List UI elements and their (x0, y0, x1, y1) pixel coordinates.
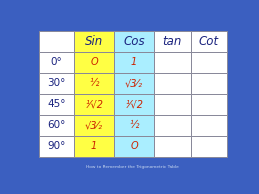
Bar (191, 94, 227, 115)
Text: Cos: Cos (123, 35, 145, 48)
Bar (114, 52, 154, 73)
Text: 30°: 30° (47, 78, 66, 88)
Text: 90°: 90° (47, 141, 66, 152)
Text: ¹⁄√2: ¹⁄√2 (85, 99, 103, 109)
Bar (74, 31, 114, 52)
Text: 1: 1 (91, 141, 97, 152)
Bar (191, 73, 227, 94)
Bar (114, 115, 154, 136)
Text: ½: ½ (130, 120, 139, 130)
Bar (191, 52, 227, 73)
Text: Sin: Sin (85, 35, 103, 48)
Bar (154, 94, 191, 115)
Bar (39, 73, 74, 94)
Bar (39, 52, 74, 73)
Text: How to Remember the Trigonometric Table: How to Remember the Trigonometric Table (86, 165, 179, 169)
Bar (74, 73, 114, 94)
Text: Cot: Cot (199, 35, 219, 48)
Bar (39, 94, 74, 115)
Bar (191, 115, 227, 136)
Bar (191, 136, 227, 157)
Bar (154, 31, 191, 52)
Text: 0°: 0° (51, 57, 62, 67)
Bar (39, 31, 74, 52)
Bar (39, 115, 74, 136)
Text: √3⁄₂: √3⁄₂ (125, 78, 143, 88)
Text: O: O (90, 57, 98, 67)
Bar (154, 115, 191, 136)
Bar (114, 31, 154, 52)
Bar (154, 73, 191, 94)
Text: O: O (130, 141, 138, 152)
Text: tan: tan (163, 35, 182, 48)
Bar (154, 52, 191, 73)
Text: √3⁄₂: √3⁄₂ (85, 120, 103, 130)
Text: ¹⁄√2: ¹⁄√2 (125, 99, 143, 109)
Bar (191, 31, 227, 52)
Text: 45°: 45° (47, 99, 66, 109)
Text: 60°: 60° (47, 120, 66, 130)
Bar (74, 136, 114, 157)
Bar (114, 94, 154, 115)
Text: ½: ½ (89, 78, 99, 88)
Bar (74, 115, 114, 136)
Bar (154, 136, 191, 157)
Text: 1: 1 (131, 57, 137, 67)
Bar (74, 94, 114, 115)
Bar (74, 52, 114, 73)
Bar (39, 136, 74, 157)
Bar (114, 73, 154, 94)
Bar (114, 136, 154, 157)
